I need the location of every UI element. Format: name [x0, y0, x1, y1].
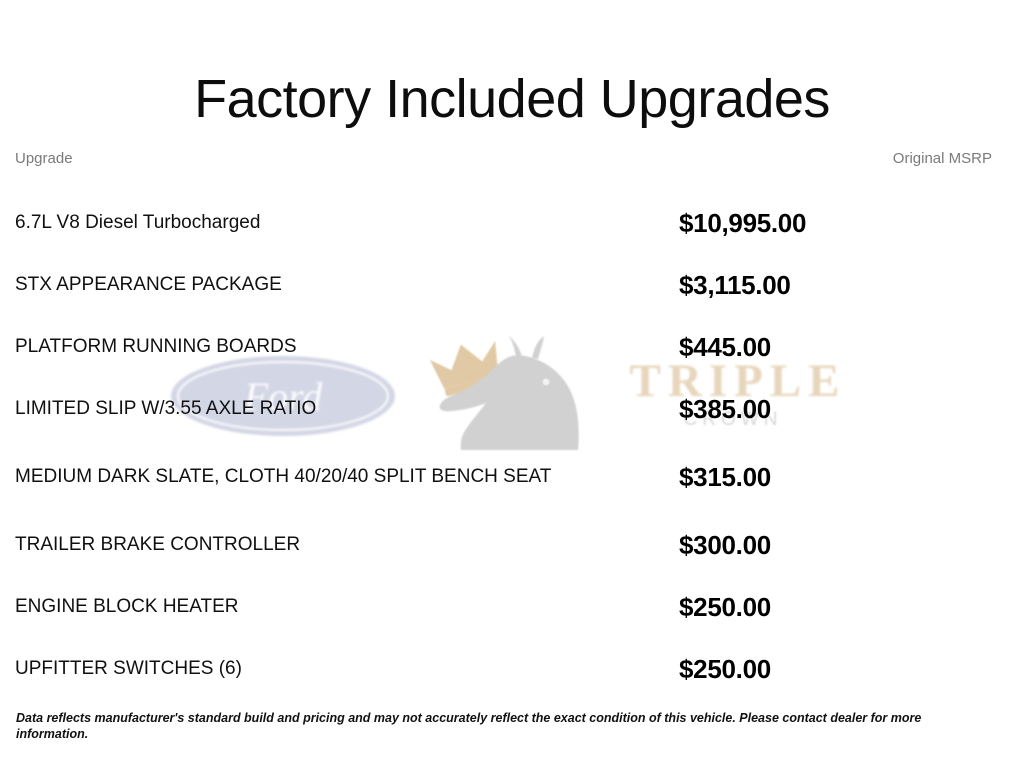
table-row: STX APPEARANCE PACKAGE $3,115.00 [0, 254, 1024, 316]
table-row: TRAILER BRAKE CONTROLLER $300.00 [0, 514, 1024, 576]
upgrade-name: UPFITTER SWITCHES (6) [15, 658, 242, 680]
upgrade-price: $250.00 [679, 591, 771, 622]
upgrade-price: $3,115.00 [679, 269, 791, 300]
upgrade-name: STX APPEARANCE PACKAGE [15, 274, 282, 296]
upgrade-price: $300.00 [679, 529, 771, 560]
page-title: Factory Included Upgrades [194, 69, 830, 130]
table-row: PLATFORM RUNNING BOARDS $445.00 [0, 316, 1024, 378]
table-row: ENGINE BLOCK HEATER $250.00 [0, 576, 1024, 638]
upgrade-name: LIMITED SLIP W/3.55 AXLE RATIO [15, 398, 317, 420]
upgrades-table: Upgrade Original MSRP 6.7L V8 Diesel Tur… [0, 150, 1024, 700]
upgrade-name: PLATFORM RUNNING BOARDS [15, 336, 297, 358]
column-header-upgrade: Upgrade [15, 150, 73, 167]
column-header-msrp: Original MSRP [892, 150, 992, 167]
upgrade-name: 6.7L V8 Diesel Turbocharged [15, 212, 261, 234]
upgrade-price: $10,995.00 [679, 207, 807, 238]
disclaimer-text: Data reflects manufacturer's standard bu… [16, 711, 922, 742]
upgrade-name: MEDIUM DARK SLATE, CLOTH 40/20/40 SPLIT … [15, 466, 552, 488]
upgrade-price: $445.00 [679, 331, 771, 362]
table-row: UPFITTER SWITCHES (6) $250.00 [0, 638, 1024, 700]
upgrade-name: TRAILER BRAKE CONTROLLER [15, 534, 301, 556]
table-row: 6.7L V8 Diesel Turbocharged $10,995.00 [0, 192, 1024, 254]
upgrade-price: $385.00 [679, 393, 771, 424]
table-header-row: Upgrade Original MSRP [0, 150, 1024, 192]
upgrade-name: ENGINE BLOCK HEATER [15, 596, 239, 618]
upgrade-price: $250.00 [679, 653, 771, 684]
table-row: LIMITED SLIP W/3.55 AXLE RATIO $385.00 [0, 378, 1024, 440]
upgrade-price: $315.00 [679, 461, 771, 492]
table-row: MEDIUM DARK SLATE, CLOTH 40/20/40 SPLIT … [0, 440, 1024, 514]
